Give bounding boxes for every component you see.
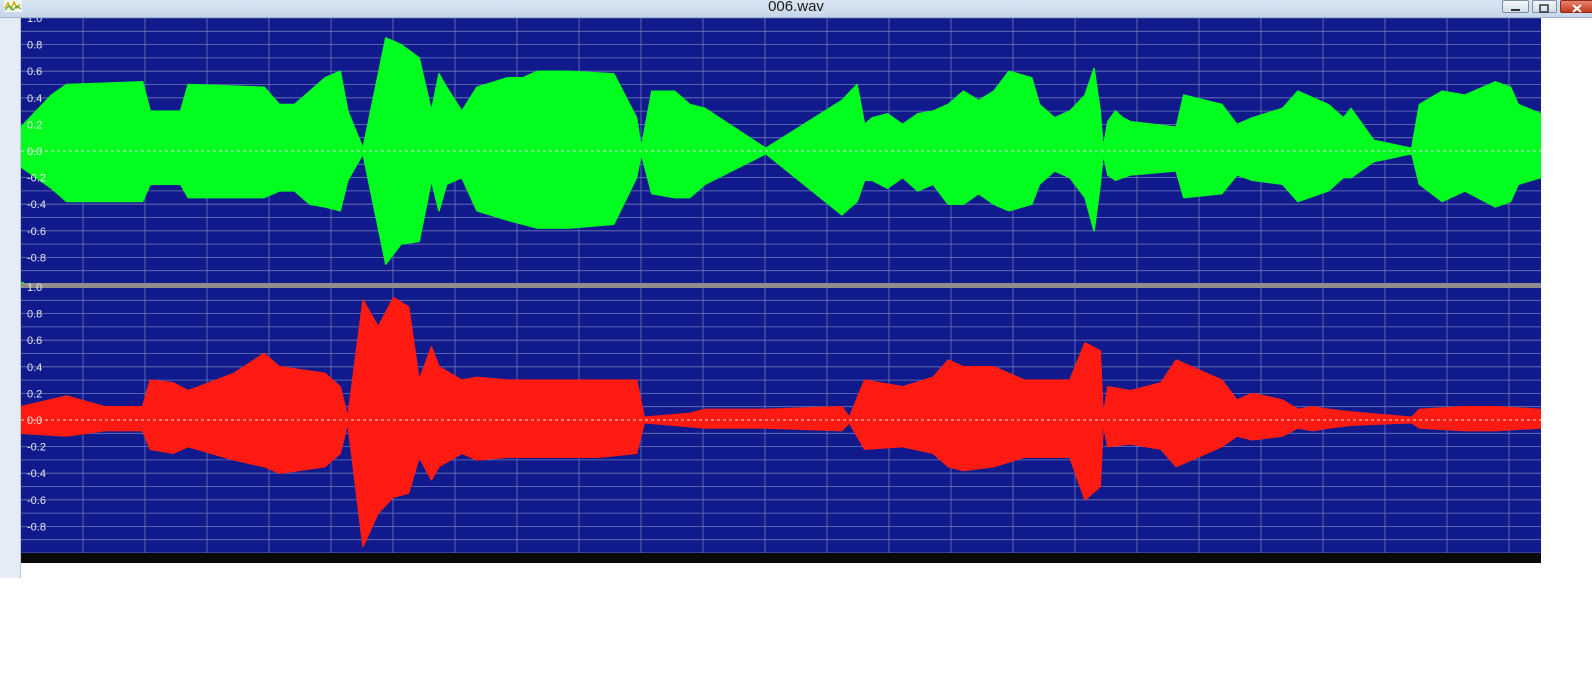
channel-2-y-axis: 1.0 0.8 0.6 0.4 0.2 0.0 -0.2 -0.4 -0.6 -0.8 (27, 282, 46, 533)
selection-marker (21, 282, 24, 284)
waveform-app-icon (4, 0, 22, 12)
y-tick-label: 0.8 (27, 309, 42, 321)
y-tick-label: 0.4 (27, 362, 42, 374)
bottom-scroll-strip[interactable] (21, 553, 1541, 563)
left-gutter (0, 18, 21, 578)
y-tick-label: 0.0 (27, 415, 42, 427)
y-tick-label: 0.2 (27, 388, 42, 400)
waveform-display[interactable]: 1.0 0.8 0.6 0.4 0.2 0.0 -0.2 -0.4 -0.6 -0.8 1.0 0.… (21, 18, 1541, 563)
y-tick-label: 0.0 (27, 146, 42, 158)
y-tick-label: -0.6 (27, 226, 46, 238)
y-tick-label: 0.6 (27, 335, 42, 347)
y-tick-label: 1.0 (27, 18, 42, 25)
audio-editor-window: 006.wav 1.0 0.8 0.6 0.4 0.2 0.0 -0.2 -0.4 -0.6 -0… (0, 0, 1592, 578)
y-tick-label: 0.8 (27, 40, 42, 52)
minimize-button[interactable] (1502, 0, 1529, 13)
y-tick-label: 1.0 (27, 282, 42, 294)
y-tick-label: -0.8 (27, 252, 46, 264)
maximize-icon (1539, 4, 1549, 13)
channel-2-grid (21, 288, 1541, 554)
y-tick-label: -0.8 (27, 521, 46, 533)
channel-1-waveform (21, 37, 1541, 265)
channel-2-waveform (21, 296, 1541, 548)
y-tick-label: -0.2 (27, 442, 46, 454)
minimize-icon (1511, 9, 1520, 11)
channel-1-y-axis: 1.0 0.8 0.6 0.4 0.2 0.0 -0.2 -0.4 -0.6 -0.8 (27, 18, 46, 264)
channel-separator[interactable] (21, 283, 1541, 288)
y-tick-label: 0.6 (27, 66, 42, 78)
close-button[interactable] (1560, 0, 1592, 13)
y-tick-label: -0.4 (27, 468, 46, 480)
title-bar[interactable]: 006.wav (0, 0, 1592, 18)
close-icon (1572, 4, 1582, 13)
y-tick-label: -0.4 (27, 199, 46, 211)
y-tick-label: 0.4 (27, 93, 42, 105)
y-tick-label: -0.2 (27, 173, 46, 185)
y-tick-label: 0.2 (27, 119, 42, 131)
empty-area (0, 582, 1592, 675)
y-tick-label: -0.6 (27, 495, 46, 507)
maximize-button[interactable] (1532, 0, 1557, 13)
window-title: 006.wav (768, 0, 824, 15)
